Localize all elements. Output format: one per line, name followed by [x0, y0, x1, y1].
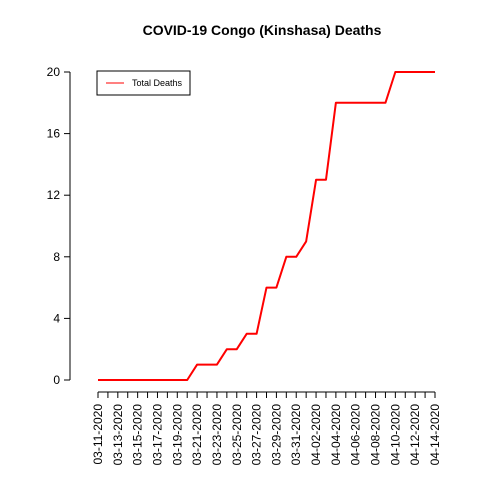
y-tick-label: 0: [53, 373, 60, 387]
x-tick-label: 04-14-2020: [428, 404, 442, 466]
y-tick-label: 16: [47, 127, 61, 141]
x-tick-label: 03-13-2020: [111, 404, 125, 466]
y-tick-label: 4: [53, 311, 60, 325]
chart-title: COVID-19 Congo (Kinshasa) Deaths: [143, 22, 382, 38]
x-tick-label: 03-23-2020: [210, 404, 224, 466]
x-tick-label: 04-02-2020: [309, 404, 323, 466]
x-tick-label: 04-04-2020: [329, 404, 343, 466]
x-tick-label: 03-15-2020: [131, 404, 145, 466]
y-axis: 0 4 8 12 16 20: [47, 65, 71, 387]
x-tick-label: 04-12-2020: [408, 404, 422, 466]
legend: Total Deaths: [96, 70, 191, 96]
x-tick-label: 04-08-2020: [369, 404, 383, 466]
x-tick-label: 03-25-2020: [230, 404, 244, 466]
y-tick-label: 8: [53, 250, 60, 264]
legend-label: Total Deaths: [132, 78, 183, 88]
x-tick-label: 04-06-2020: [349, 404, 363, 466]
y-tick-label: 12: [47, 188, 61, 202]
series-line-total-deaths: [98, 71, 435, 381]
series-layer: [98, 71, 435, 381]
x-tick-label: 03-19-2020: [170, 404, 184, 466]
x-tick-label: 03-27-2020: [250, 404, 264, 466]
x-tick-label: 04-10-2020: [388, 404, 402, 466]
x-tick-label: 03-31-2020: [289, 404, 303, 466]
x-axis: 03-11-2020 03-13-2020 03-15-2020 03-17-2020…: [91, 391, 442, 466]
x-tick-label: 03-29-2020: [269, 404, 283, 466]
x-tick-label: 03-17-2020: [150, 404, 164, 466]
x-tick-label: 03-21-2020: [190, 404, 204, 466]
y-tick-label: 20: [47, 65, 61, 79]
x-tick-label: 03-11-2020: [91, 404, 105, 465]
